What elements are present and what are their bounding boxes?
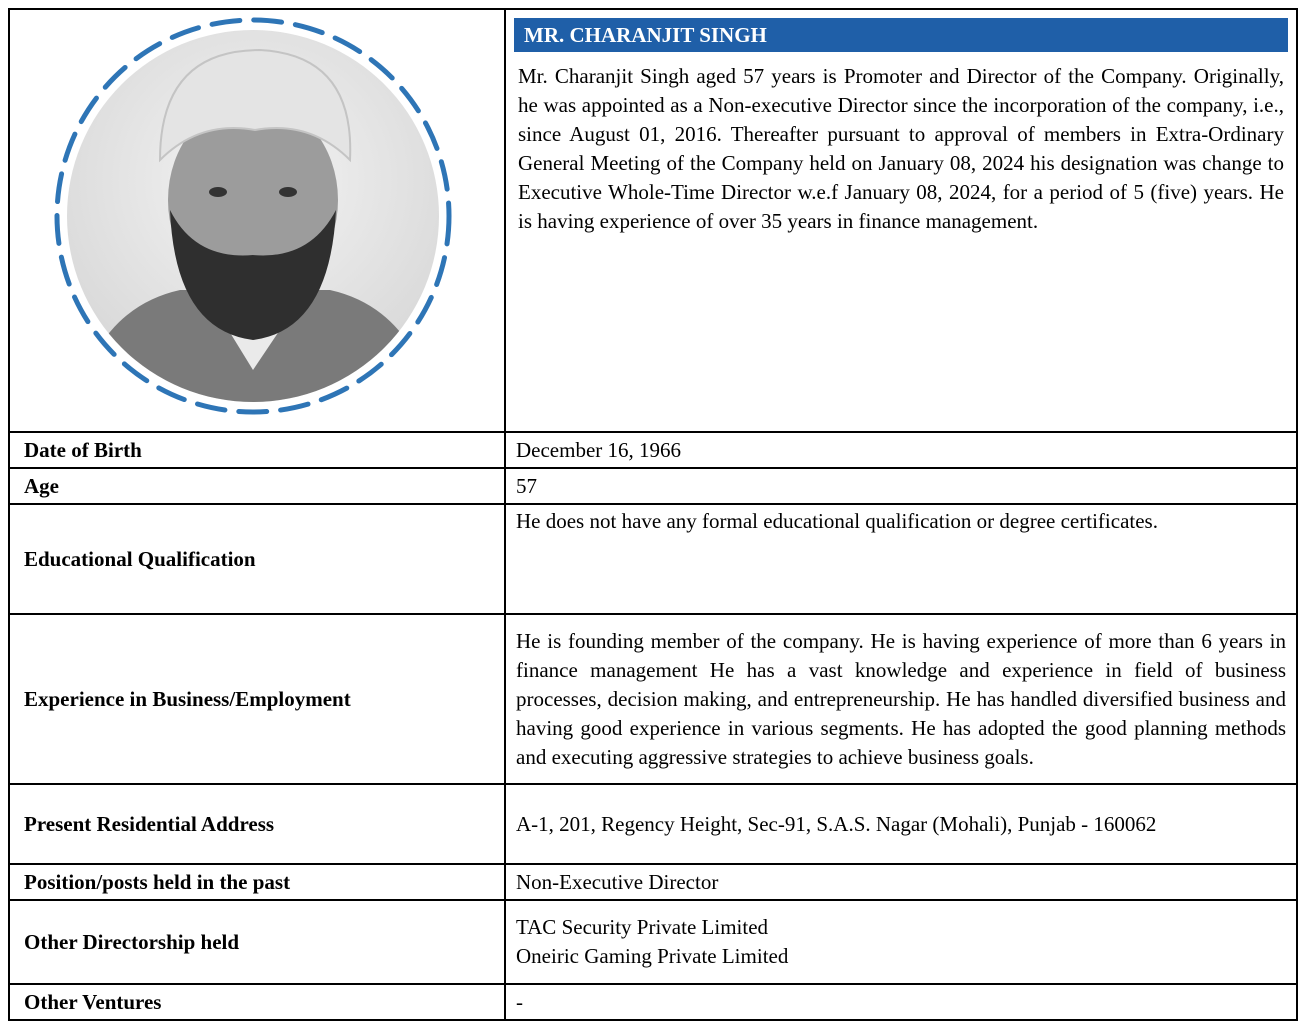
row-value: December 16, 1966: [504, 431, 1298, 469]
row-value: He is founding member of the company. He…: [504, 613, 1298, 785]
bio-text: Mr. Charanjit Singh aged 57 years is Pro…: [518, 64, 1284, 233]
row-value: A-1, 201, Regency Height, Sec-91, S.A.S.…: [504, 783, 1298, 865]
row-value: TAC Security Private Limited Oneiric Gam…: [504, 899, 1298, 985]
photo-cell: [8, 8, 506, 433]
profile-table: MR. CHARANJIT SINGH Mr. Charanjit Singh …: [8, 8, 1298, 1021]
row-value: He does not have any formal educational …: [504, 503, 1298, 615]
directorship: Oneiric Gaming Private Limited: [516, 944, 789, 968]
row-label: Other Directorship held: [8, 899, 506, 985]
bio-cell: MR. CHARANJIT SINGH Mr. Charanjit Singh …: [504, 8, 1298, 433]
row-label: Educational Qualification: [8, 503, 506, 615]
photo: [54, 17, 452, 415]
row-label: Date of Birth: [8, 431, 506, 469]
row-value: 57: [504, 467, 1298, 505]
row-value: -: [504, 983, 1298, 1021]
row-label: Experience in Business/Employment: [8, 613, 506, 785]
director-name: MR. CHARANJIT SINGH: [514, 18, 1288, 52]
row-label: Other Ventures: [8, 983, 506, 1021]
row-label: Age: [8, 467, 506, 505]
row-value: Non-Executive Director: [504, 863, 1298, 901]
row-label: Present Residential Address: [8, 783, 506, 865]
directorship: TAC Security Private Limited: [516, 915, 769, 939]
row-label: Position/posts held in the past: [8, 863, 506, 901]
